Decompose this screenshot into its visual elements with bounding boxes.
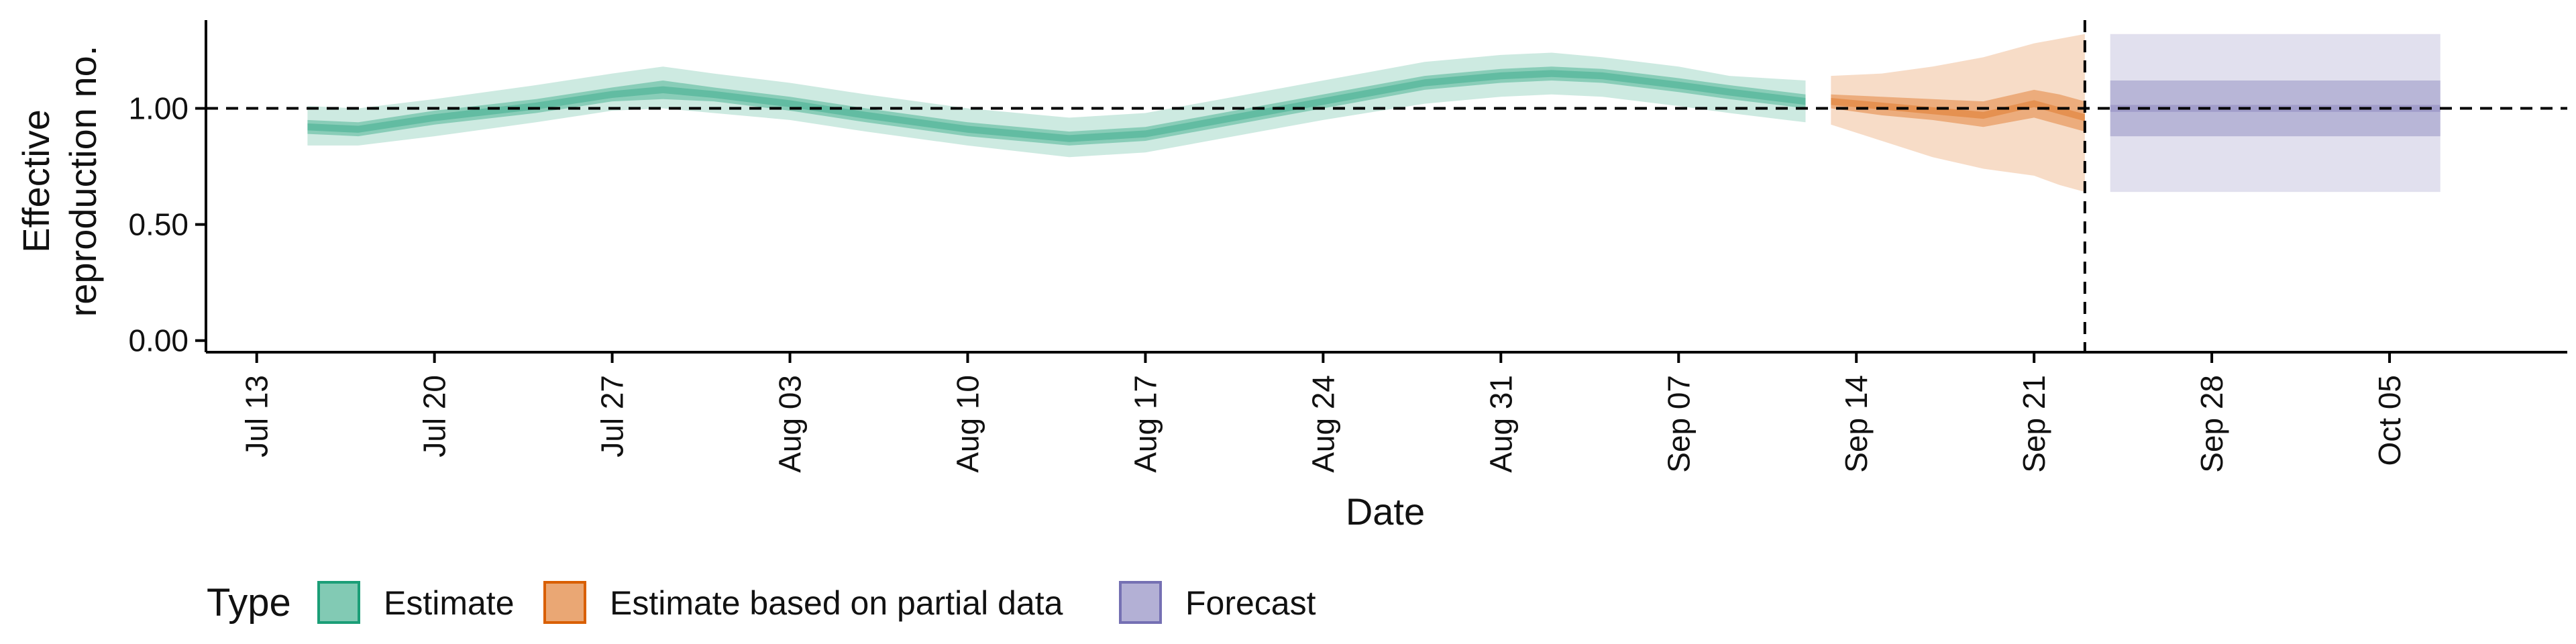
band-inner-estimate	[307, 66, 1806, 146]
band-inner-forecast	[2110, 80, 2440, 137]
legend-label-estimate: Estimate	[384, 584, 515, 622]
x-axis-title: Date	[1346, 490, 1425, 533]
x-tick-label: Sep 07	[1661, 375, 1696, 473]
x-tick-label: Jul 13	[239, 375, 274, 458]
band-outer-forecast	[2110, 34, 2440, 193]
x-tick-label: Sep 21	[2017, 375, 2051, 473]
y-axis-title-line-1: Effective	[15, 109, 57, 253]
x-tick-label: Aug 10	[950, 375, 985, 473]
legend-label-forecast: Forecast	[1185, 584, 1316, 622]
y-axis-ticks: 0.00 0.50 1.00	[128, 91, 206, 358]
y-tick-label: 0.00	[128, 323, 189, 358]
x-tick-label: Aug 17	[1128, 375, 1163, 473]
x-tick-label: Aug 03	[773, 375, 808, 473]
x-tick-label: Aug 31	[1483, 375, 1518, 473]
band-median-forecast	[2110, 105, 2440, 112]
band-outer-estimate	[307, 52, 1806, 158]
band-inner-estimate-based-on-partial-data	[1831, 89, 2085, 132]
x-tick-label: Aug 24	[1305, 375, 1340, 473]
legend-key-partial	[543, 581, 586, 624]
legend-key-forecast	[1119, 581, 1162, 624]
band-outer-estimate-based-on-partial-data	[1831, 34, 2085, 193]
plot-area	[307, 34, 2440, 193]
y-axis-title: Effective reproduction no.	[15, 46, 104, 317]
y-tick-label: 1.00	[128, 91, 189, 126]
legend-title: Type	[207, 581, 291, 625]
legend-key-estimate	[317, 581, 360, 624]
reference-lines	[206, 20, 2567, 352]
x-axis-ticks: Jul 13 Jul 20 Jul 27 Aug 03 Aug 10 Aug 17 Aug …	[239, 352, 2407, 473]
y-axis-title-line-2: reproduction no.	[62, 46, 104, 317]
x-tick-label: Oct 05	[2372, 375, 2407, 466]
x-tick-label: Sep 28	[2194, 375, 2229, 473]
x-tick-label: Jul 27	[595, 375, 630, 458]
legend-label-partial: Estimate based on partial data	[610, 584, 1063, 622]
band-median-estimate	[307, 70, 1806, 142]
x-tick-label: Sep 14	[1839, 375, 1874, 473]
legend: Type Estimate Estimate based on partial …	[207, 581, 1316, 625]
y-tick-label: 0.50	[128, 207, 189, 242]
axes	[205, 20, 2567, 354]
x-tick-label: Jul 20	[417, 375, 452, 458]
